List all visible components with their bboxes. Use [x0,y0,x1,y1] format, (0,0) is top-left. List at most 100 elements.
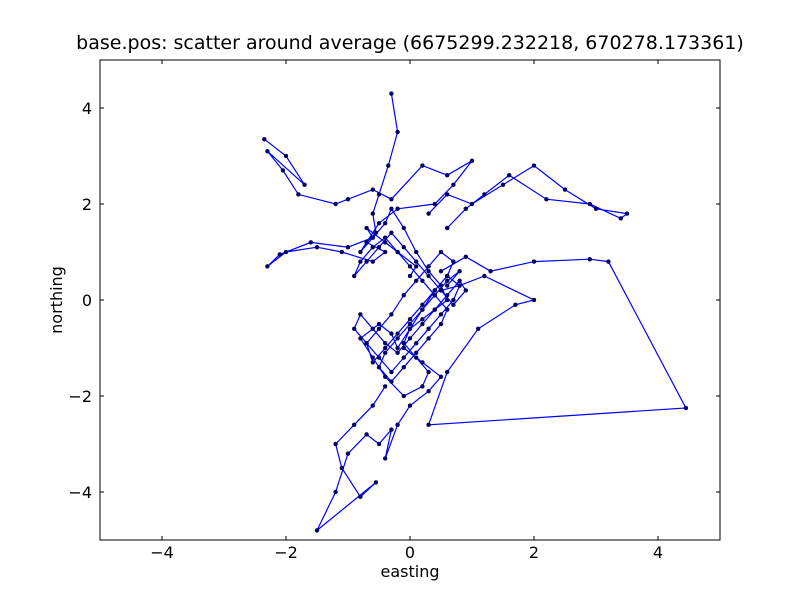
data-point [383,374,388,379]
y-axis-label: northing [47,266,66,334]
data-point [358,259,363,264]
data-point [376,192,382,197]
data-point [438,288,444,293]
data-point [426,422,431,427]
data-point [445,297,450,303]
data-point [383,235,388,240]
data-point [426,369,431,375]
data-point [296,192,301,197]
data-point [358,312,363,317]
data-point [373,480,379,485]
data-point [414,249,419,255]
data-point [432,201,437,207]
series-line-0 [353,93,467,397]
data-point [531,163,537,168]
data-point [262,136,267,142]
data-point [364,240,369,245]
x-tick-label: −4 [150,543,174,562]
data-point [383,350,388,355]
data-point [389,196,394,202]
data-point [345,196,351,202]
data-point [395,350,400,355]
data-point [376,365,382,370]
data-point [407,317,413,322]
data-point [445,283,450,288]
data-point [364,225,369,231]
data-point [395,331,400,336]
data-point [383,341,388,346]
data-point [352,326,357,331]
data-point [438,321,444,327]
series-line-2 [428,164,629,229]
data-point [345,244,351,250]
data-point [420,317,425,322]
data-point [383,240,388,245]
data-point [407,403,413,408]
data-point [426,211,431,216]
data-point [463,288,468,293]
x-tick-label: 0 [405,543,415,562]
data-point [376,220,382,226]
data-point [438,283,444,288]
data-point [432,293,437,298]
data-point [432,288,437,293]
data-point [401,345,406,351]
data-point [407,321,413,327]
data-point [339,249,344,255]
data-point [426,273,431,279]
data-point [280,168,286,173]
data-point [438,249,444,255]
data-point [513,302,518,307]
data-point [420,302,425,307]
data-point [426,269,431,274]
data-point [414,278,419,283]
data-point [401,225,406,231]
data-point [562,187,568,192]
data-point [445,225,450,231]
data-point [401,341,406,346]
data-point [544,196,549,202]
data-point [277,252,282,257]
data-point [370,360,375,365]
data-point [370,326,375,331]
data-point [370,211,375,216]
data-point [451,259,456,264]
data-point [451,297,456,303]
data-point [333,489,338,495]
data-point [265,148,270,154]
data-point [370,403,375,408]
data-point [376,355,382,360]
data-point [407,336,413,341]
data-point [438,312,444,317]
data-point [389,427,394,432]
data-point [339,465,344,471]
data-point [389,369,394,375]
data-point [283,249,289,255]
data-point [383,456,388,461]
data-point [383,220,388,226]
x-axis-label: easting [381,562,440,581]
data-point [395,206,400,212]
data-point [420,278,425,283]
data-point [364,341,369,346]
data-point [469,201,475,207]
data-point [364,259,369,264]
data-point [457,283,462,288]
data-point [531,297,537,303]
data-point [420,321,425,327]
data-point [389,379,394,384]
data-point [314,528,320,533]
data-point [593,206,599,212]
data-point [414,341,419,346]
data-point [587,201,592,207]
data-point [376,326,382,331]
data-point [376,244,382,250]
data-point [432,307,437,312]
data-point [407,326,413,331]
data-point [401,244,406,250]
data-point [445,307,450,312]
data-point [395,422,400,427]
data-point [624,211,630,216]
data-point [395,345,400,351]
data-point [445,278,450,283]
